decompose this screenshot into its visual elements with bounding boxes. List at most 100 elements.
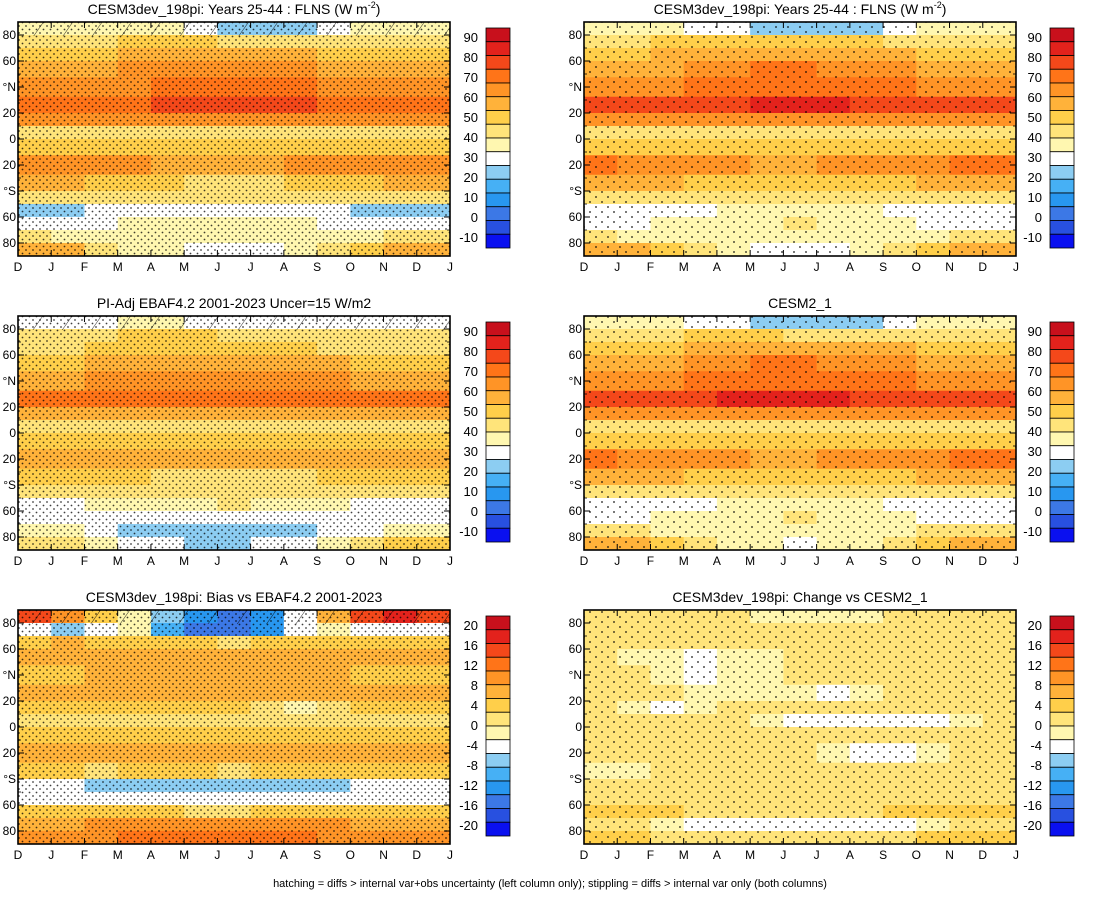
colorbar-label: 60 xyxy=(1028,384,1042,399)
colorbar-label: 0 xyxy=(471,504,478,519)
x-tick-label: D xyxy=(978,554,987,568)
y-tick-label: 0 xyxy=(575,132,582,146)
colorbar-swatch xyxy=(485,335,511,350)
x-tick-label: N xyxy=(945,260,954,274)
colorbar-swatch xyxy=(485,766,511,782)
colorbar-swatch xyxy=(485,459,511,474)
colorbar-label: 10 xyxy=(464,484,478,499)
y-tick-label: °N xyxy=(3,80,16,94)
colorbar-swatch xyxy=(1049,514,1075,529)
colorbar-swatch xyxy=(485,670,511,686)
colorbar-label: 30 xyxy=(464,150,478,165)
y-tick-label: 0 xyxy=(575,720,582,734)
y-tick-label: 60 xyxy=(569,54,583,68)
y-tick-label: 20 xyxy=(569,400,583,414)
colorbar-label: 80 xyxy=(1028,344,1042,359)
colorbar-swatch xyxy=(485,794,511,809)
y-tick-label: °S xyxy=(3,772,16,786)
panel-3: 80 60 °N 20 0 20 °S 60 80 D J F M A M J J A S O N D J PI-Adj EB… xyxy=(3,295,511,568)
colorbar-swatch xyxy=(1049,821,1075,837)
x-tick-label: A xyxy=(713,260,721,274)
colorbar-label: 20 xyxy=(464,464,478,479)
colorbar-label: 8 xyxy=(471,678,478,693)
colorbar-label: 90 xyxy=(1028,30,1042,45)
colorbar-swatch xyxy=(1049,643,1075,658)
x-tick-label: M xyxy=(179,554,189,568)
colorbar-swatch xyxy=(1049,233,1075,249)
colorbar-swatch xyxy=(485,349,511,364)
colorbar-swatch xyxy=(1049,404,1075,419)
colorbar-swatch xyxy=(1049,82,1075,98)
x-tick-label: J xyxy=(1013,260,1019,274)
colorbar-label: 10 xyxy=(1028,190,1042,205)
colorbar-label: -16 xyxy=(1023,798,1042,813)
y-tick-label: 20 xyxy=(3,158,17,172)
colorbar-label: 4 xyxy=(1035,698,1042,713)
y-tick-label: 20 xyxy=(3,452,17,466)
x-tick-label: D xyxy=(412,260,421,274)
colorbar-swatch xyxy=(485,684,511,699)
x-tick-label: J xyxy=(614,848,620,862)
colorbar-label: 50 xyxy=(1028,110,1042,125)
x-tick-label: J xyxy=(614,260,620,274)
y-tick-label: 20 xyxy=(3,400,17,414)
y-tick-label: °S xyxy=(569,772,582,786)
colorbar-label: 30 xyxy=(464,444,478,459)
colorbar-swatch xyxy=(485,321,511,337)
colorbar-swatch xyxy=(1049,349,1075,364)
x-tick-label: O xyxy=(346,848,355,862)
x-tick-label: M xyxy=(179,260,189,274)
x-tick-label: D xyxy=(412,848,421,862)
colorbar-label: -10 xyxy=(459,524,478,539)
y-tick-label: °N xyxy=(569,668,582,682)
colorbar-swatch xyxy=(485,739,511,754)
colorbar-label: 70 xyxy=(1028,70,1042,85)
colorbar-swatch xyxy=(485,82,511,98)
colorbar-label: -20 xyxy=(1023,818,1042,833)
y-tick-label: 60 xyxy=(3,348,17,362)
y-tick-label: °N xyxy=(569,80,582,94)
colorbar-swatch xyxy=(1049,445,1075,460)
colorbar-label: -8 xyxy=(466,758,478,773)
panel-title: CESM2_1 xyxy=(768,295,832,311)
colorbar-swatch xyxy=(1049,335,1075,350)
x-tick-label: A xyxy=(147,554,155,568)
colorbar-label: 20 xyxy=(464,618,478,633)
colorbar-swatch xyxy=(1049,615,1075,631)
y-tick-label: 60 xyxy=(3,642,17,656)
colorbar-swatch xyxy=(485,780,511,796)
y-tick-label: 60 xyxy=(3,504,17,518)
colorbar-swatch xyxy=(1049,206,1075,221)
colorbar-label: -12 xyxy=(459,778,478,793)
y-tick-label: 0 xyxy=(9,132,16,146)
x-tick-label: J xyxy=(814,554,820,568)
colorbar-label: 30 xyxy=(1028,444,1042,459)
x-tick-label: N xyxy=(379,554,388,568)
x-tick-label: M xyxy=(113,260,123,274)
x-tick-label: D xyxy=(580,848,589,862)
x-tick-label: F xyxy=(81,554,88,568)
colorbar-label: 20 xyxy=(1028,464,1042,479)
colorbar-label: 80 xyxy=(464,50,478,65)
colorbar-swatch xyxy=(1049,753,1075,768)
y-tick-label: 80 xyxy=(3,322,17,336)
stippling-overlay xyxy=(18,610,450,844)
colorbar-swatch xyxy=(1049,376,1075,392)
colorbar-swatch xyxy=(485,445,511,460)
colorbar-label: 20 xyxy=(1028,618,1042,633)
x-tick-label: J xyxy=(780,848,786,862)
colorbar-label: 40 xyxy=(1028,130,1042,145)
y-tick-label: 60 xyxy=(569,348,583,362)
colorbar-swatch xyxy=(485,27,511,43)
colorbar-label: 16 xyxy=(464,638,478,653)
y-tick-label: °S xyxy=(3,184,16,198)
colorbar-swatch xyxy=(485,55,511,70)
y-tick-label: 80 xyxy=(569,28,583,42)
x-tick-label: A xyxy=(846,848,854,862)
x-tick-label: M xyxy=(745,848,755,862)
colorbar-swatch xyxy=(485,137,511,153)
colorbar-swatch xyxy=(1049,739,1075,754)
colorbar-label: -16 xyxy=(459,798,478,813)
panel-1: 80 60 °N 20 0 20 °S 60 80 D J F M A M J J A S O N D J CESM3dev_… xyxy=(3,0,511,274)
colorbar-label: -12 xyxy=(1023,778,1042,793)
